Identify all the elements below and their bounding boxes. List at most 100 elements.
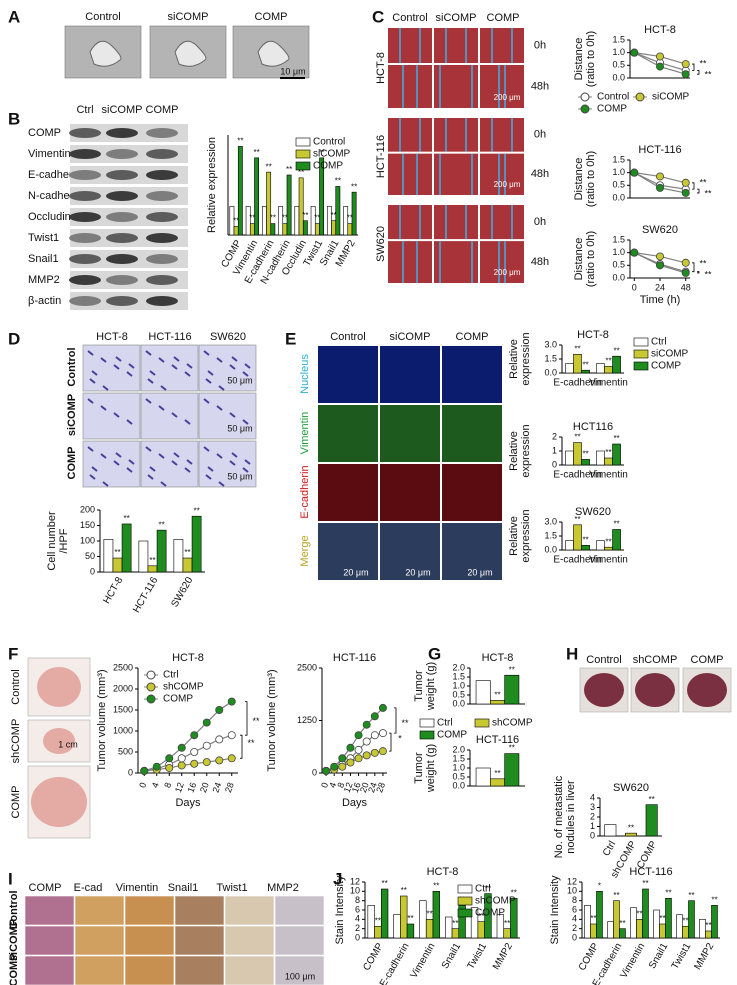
- y-tick-label: 1.5: [544, 530, 557, 540]
- image-column: siCOMP: [436, 12, 477, 24]
- y-axis-label: weight (g): [425, 662, 437, 711]
- scale-label: 50 μm: [227, 375, 252, 385]
- fluorescence-image: [442, 405, 502, 462]
- x-tick-label: Vimentin: [589, 555, 628, 566]
- x-tick-label: 4: [327, 781, 338, 789]
- bar: [496, 914, 505, 939]
- significance: **: [247, 738, 255, 748]
- y-tick-label: 2500: [297, 662, 317, 672]
- cell-line: SW620: [375, 226, 387, 262]
- cell-mark: [216, 357, 223, 363]
- cell-mark: [128, 363, 135, 369]
- x-tick-label: E-cadherin: [553, 378, 601, 389]
- bar: [298, 177, 304, 236]
- cell-mark: [242, 371, 249, 377]
- x-tick-label: 0: [319, 781, 330, 789]
- y-tick-label: 10: [567, 886, 577, 896]
- x-tick-label: 0: [137, 781, 148, 789]
- chart-title: HCT-116: [476, 734, 519, 746]
- y-tick-label: 0.5: [612, 260, 625, 270]
- point: [190, 759, 199, 768]
- significance: **: [665, 888, 671, 897]
- y-tick-label: 1.5: [544, 353, 557, 363]
- significance: **: [375, 916, 381, 925]
- x-axis-label: Time (h): [640, 294, 681, 306]
- y-tick-label: 2: [590, 811, 595, 821]
- image-label: siCOMP: [168, 11, 209, 23]
- y-tick-label: 0: [90, 566, 95, 576]
- point: [177, 754, 186, 763]
- image-label: Control: [85, 11, 120, 23]
- y-axis-label: weight (g): [425, 744, 437, 793]
- significance: **: [705, 921, 711, 930]
- y-tick-label: 0.0: [612, 272, 625, 282]
- point: [202, 741, 211, 750]
- panel-letter: I: [8, 869, 13, 888]
- significance: **: [574, 515, 580, 524]
- image-row: siCOMP: [8, 919, 20, 961]
- legend-swatch: [633, 337, 649, 347]
- cell-mark: [216, 453, 223, 459]
- legend-swatch: [633, 361, 649, 371]
- significance: *: [598, 881, 601, 890]
- chart-title: HCT-116: [333, 652, 376, 664]
- cell-mark: [102, 481, 109, 487]
- wound-image: [480, 65, 524, 108]
- y-tick-label: 1.5: [612, 34, 625, 44]
- y-axis-label: Relative: [508, 516, 520, 556]
- wound-image: [434, 118, 478, 152]
- significance: **: [636, 909, 642, 918]
- cell-shape: [174, 40, 207, 67]
- blot-band: [146, 128, 178, 138]
- y-tick-label: 0: [572, 932, 577, 942]
- scale-label: 50 μm: [227, 423, 252, 433]
- point: [656, 62, 665, 71]
- ihc-image: [24, 895, 75, 926]
- y-axis-label: Cell number: [46, 511, 58, 571]
- x-tick-label: Twist1: [465, 941, 489, 971]
- significance: **: [511, 888, 517, 897]
- cell-mark: [171, 412, 178, 418]
- legend-swatch: [474, 718, 490, 728]
- y-axis-label: (ratio to 0h): [585, 31, 597, 87]
- image-column: E-cad: [74, 882, 103, 894]
- significance-bracket: [692, 63, 695, 71]
- bar: [173, 539, 184, 573]
- image-column: Control: [392, 12, 427, 24]
- y-tick-label: 0: [552, 459, 557, 469]
- cell-mark: [205, 378, 212, 384]
- significance: **: [605, 357, 611, 366]
- y-tick-label: 3.0: [544, 339, 557, 349]
- bar: [596, 363, 605, 374]
- y-tick-label: 0.5: [612, 60, 625, 70]
- significance: **: [407, 914, 413, 923]
- image-row: COMP: [10, 786, 22, 819]
- point: [681, 60, 690, 69]
- y-axis-label: Stain Intensity: [334, 875, 346, 945]
- blot-band: [106, 191, 138, 201]
- cell-mark: [160, 385, 167, 391]
- point: [177, 761, 186, 770]
- significance: **: [504, 919, 510, 928]
- y-tick-label: 1: [552, 445, 557, 455]
- cell-mark: [203, 398, 210, 404]
- y-tick-label: 150: [80, 520, 95, 530]
- image-row: siCOMP: [66, 394, 78, 436]
- bar: [604, 824, 617, 837]
- y-tick-label: 0.5: [452, 771, 465, 781]
- significance: **: [642, 879, 648, 888]
- y-tick-label: 3.0: [544, 516, 557, 526]
- y-tick-label: 1000: [113, 725, 133, 735]
- y-axis-label: /HPF: [58, 528, 70, 553]
- y-tick-label: 0: [128, 767, 133, 777]
- blot-band: [146, 170, 178, 180]
- significance: **: [401, 886, 407, 895]
- wound-image: [388, 241, 432, 283]
- point: [177, 743, 186, 752]
- significance-bracket: [240, 734, 243, 759]
- y-axis-label: Tumor: [413, 670, 425, 702]
- cell-mark: [244, 363, 251, 369]
- x-tick-label: E-cadherin: [553, 555, 601, 566]
- cell-mark: [171, 460, 178, 466]
- y-tick-label: 0.0: [612, 192, 625, 202]
